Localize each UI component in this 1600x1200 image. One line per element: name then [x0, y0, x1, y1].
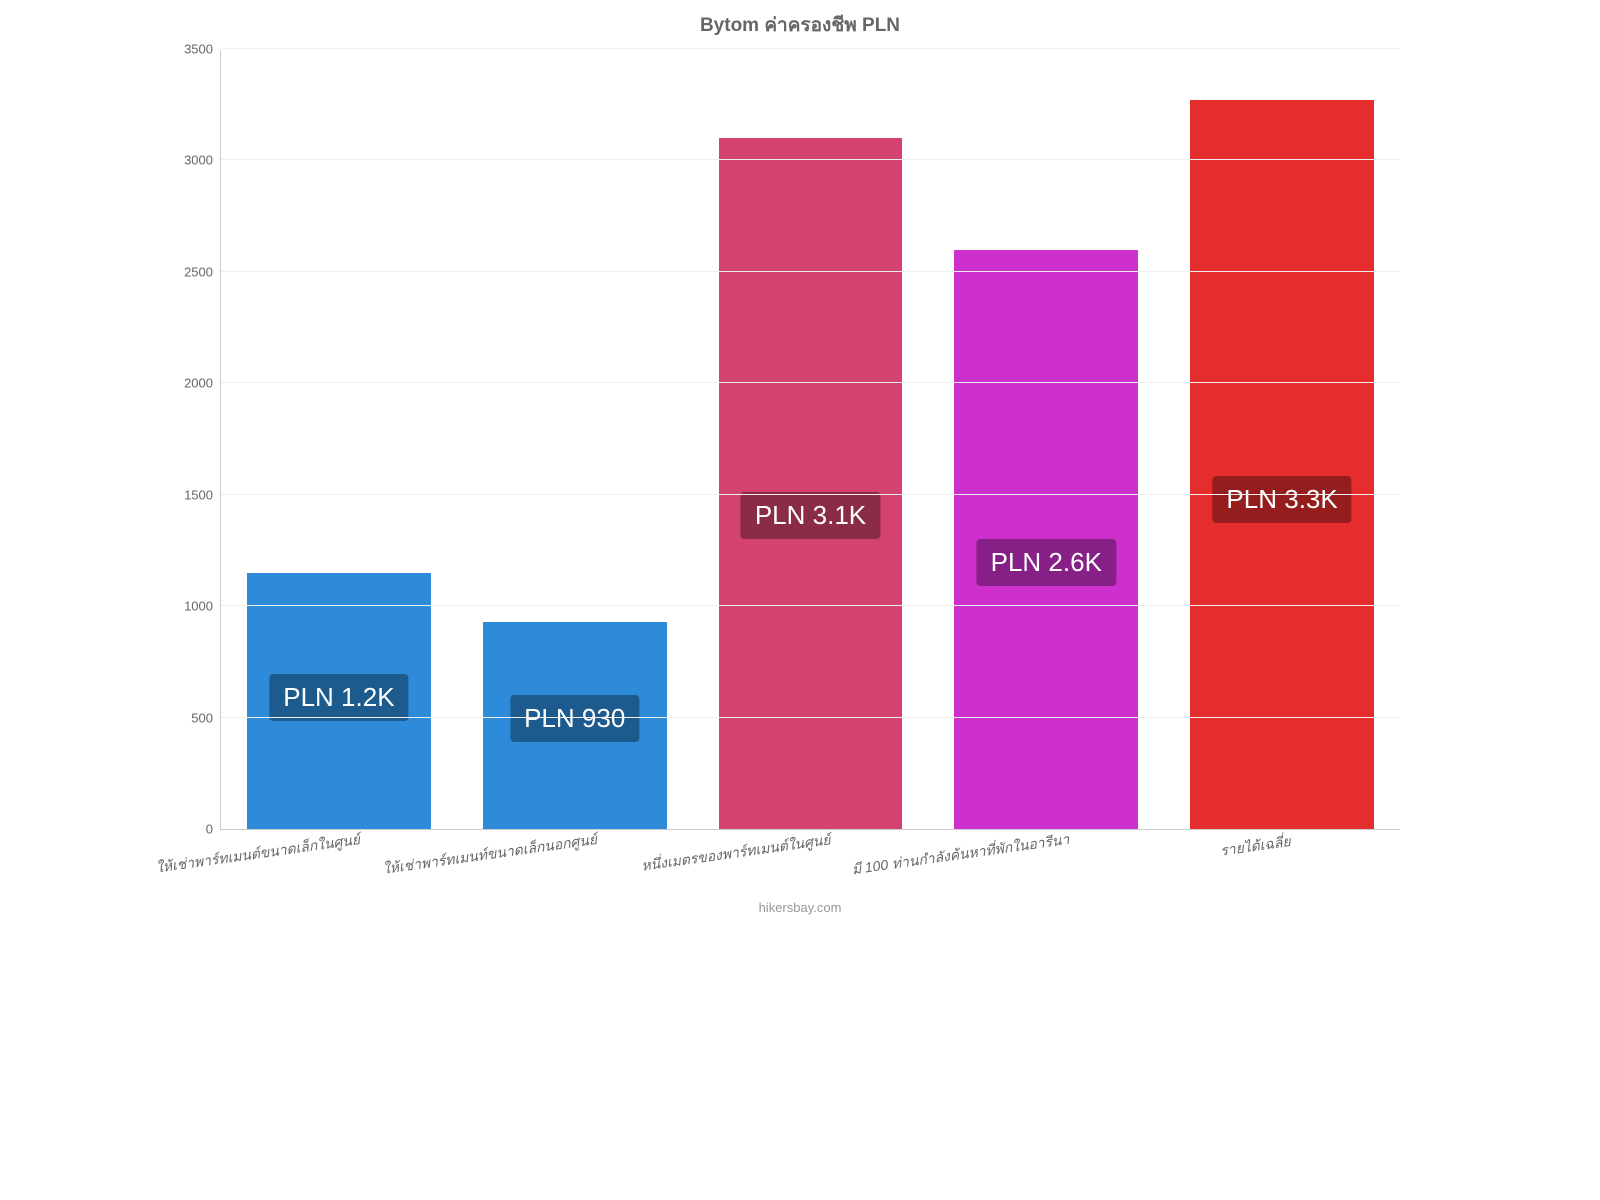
gridline [221, 271, 1400, 272]
bar-value-label: PLN 2.6K [977, 539, 1116, 586]
bar: PLN 930 [483, 622, 667, 829]
x-tick-label: รายได้เฉลี่ย [1219, 831, 1292, 863]
gridline [221, 494, 1400, 495]
y-tick-label: 3500 [184, 42, 221, 57]
x-tick-cell: มี 100 ท่านกำลังค้นหาที่พักในอารีนา [928, 832, 1164, 892]
bar: PLN 3.3K [1190, 100, 1374, 829]
x-tick-label: ให้เช่าพาร์ทเมนต์ขนาดเล็กในศูนย์ [155, 829, 362, 879]
gridline [221, 48, 1400, 49]
bar-slot: PLN 3.3K [1164, 50, 1400, 829]
attribution-text: hikersbay.com [160, 900, 1440, 915]
y-tick-label: 0 [206, 822, 221, 837]
bar-value-label: PLN 1.2K [269, 674, 408, 721]
bar-slot: PLN 930 [457, 50, 693, 829]
bar-value-label: PLN 930 [510, 695, 639, 742]
gridline [221, 605, 1400, 606]
bar: PLN 2.6K [954, 250, 1138, 829]
plot-area: PLN 1.2KPLN 930PLN 3.1KPLN 2.6KPLN 3.3K … [220, 50, 1400, 830]
y-tick-label: 2000 [184, 376, 221, 391]
y-tick-label: 1000 [184, 599, 221, 614]
gridline [221, 717, 1400, 718]
y-tick-label: 500 [191, 710, 221, 725]
bar-chart: Bytom ค่าครองชีพ PLN PLN 1.2KPLN 930PLN … [160, 0, 1440, 960]
gridline [221, 382, 1400, 383]
bar-slot: PLN 3.1K [693, 50, 929, 829]
gridline [221, 159, 1400, 160]
bar: PLN 3.1K [719, 138, 903, 829]
y-tick-label: 1500 [184, 487, 221, 502]
chart-title: Bytom ค่าครองชีพ PLN [160, 10, 1440, 40]
x-axis-ticks: ให้เช่าพาร์ทเมนต์ขนาดเล็กในศูนย์ให้เช่าพ… [220, 832, 1400, 892]
y-tick-label: 2500 [184, 264, 221, 279]
bar-slot: PLN 1.2K [221, 50, 457, 829]
bar-slot: PLN 2.6K [928, 50, 1164, 829]
x-tick-cell: รายได้เฉลี่ย [1164, 832, 1400, 892]
bar-value-label: PLN 3.1K [741, 492, 880, 539]
bar-value-label: PLN 3.3K [1212, 476, 1351, 523]
bars-row: PLN 1.2K PLN 930 PLN 3.1K PLN 2.6K PLN 3.3K [221, 50, 1400, 829]
bar: PLN 1.2K [247, 573, 431, 829]
y-tick-label: 3000 [184, 153, 221, 168]
